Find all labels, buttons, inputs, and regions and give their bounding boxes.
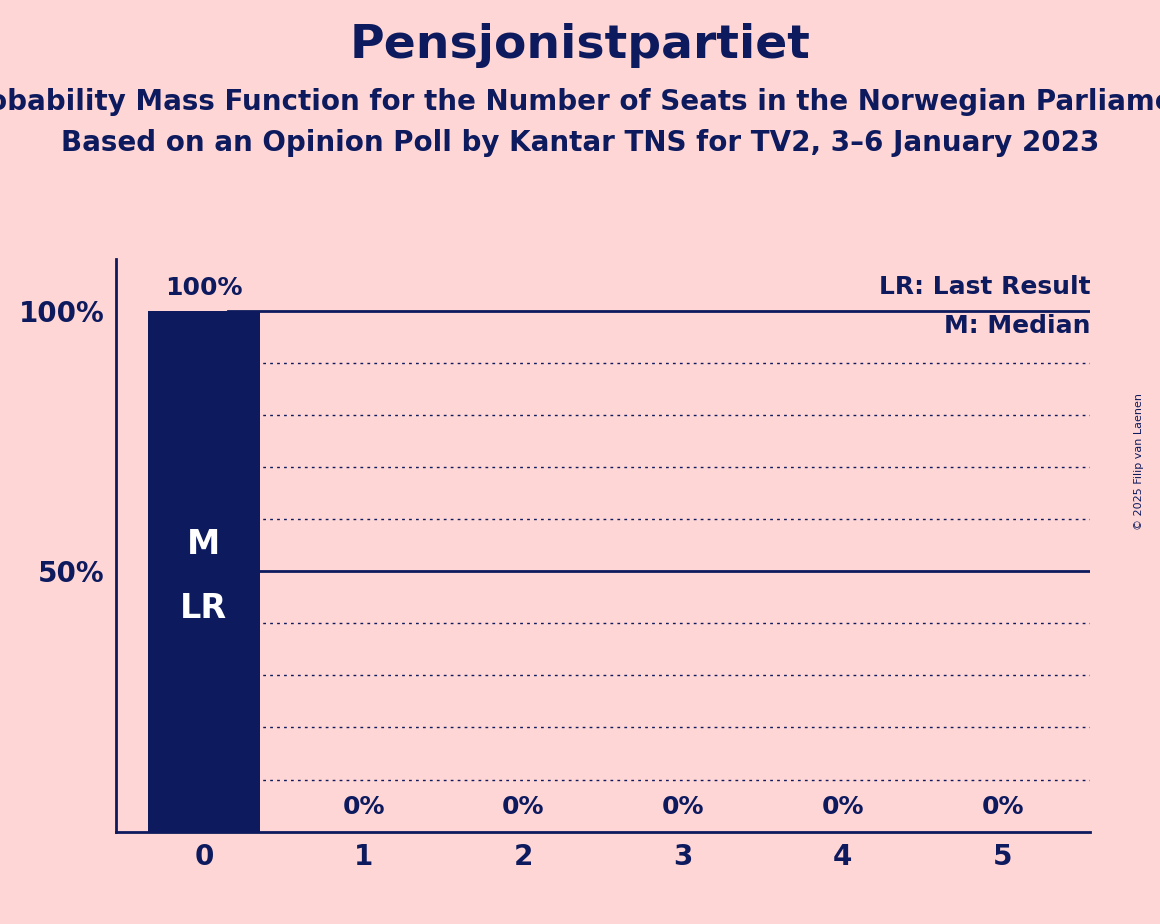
Text: 0%: 0% [662,795,704,819]
Text: Based on an Opinion Poll by Kantar TNS for TV2, 3–6 January 2023: Based on an Opinion Poll by Kantar TNS f… [60,129,1100,157]
Text: M: M [187,528,220,561]
Text: LR: LR [180,592,227,625]
Text: © 2025 Filip van Laenen: © 2025 Filip van Laenen [1134,394,1144,530]
Text: 0%: 0% [981,795,1024,819]
Text: M: Median: M: Median [944,313,1090,337]
Text: 0%: 0% [342,795,385,819]
Text: Pensjonistpartiet: Pensjonistpartiet [349,23,811,68]
Bar [148,310,260,832]
Text: Probability Mass Function for the Number of Seats in the Norwegian Parliament: Probability Mass Function for the Number… [0,88,1160,116]
Text: LR: Last Result: LR: Last Result [879,275,1090,299]
Text: 0%: 0% [502,795,544,819]
Text: 0%: 0% [821,795,864,819]
Text: 100%: 100% [165,276,242,300]
